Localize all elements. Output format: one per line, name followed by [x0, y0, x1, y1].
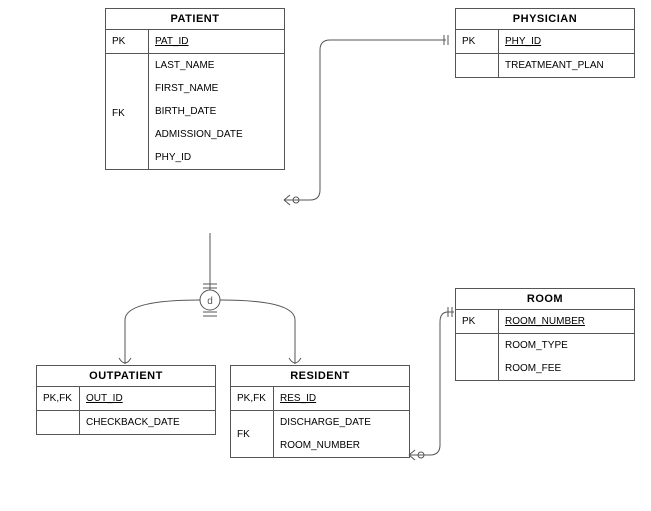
key-cell: [231, 411, 273, 423]
attr-cell: TREATMEANT_PLAN: [499, 54, 634, 77]
attr-cell: DISCHARGE_DATE: [274, 411, 409, 434]
attr-cell: BIRTH_DATE: [149, 100, 284, 123]
inheritance-symbol: d: [207, 296, 213, 307]
edge-inh-outpatient: [125, 300, 200, 364]
pk-header: PK,FK: [231, 387, 273, 411]
entity-header-row: PK,FK RES_ID: [231, 387, 409, 411]
key-cell: [106, 54, 148, 66]
pk-attr: ROOM_NUMBER: [499, 310, 634, 334]
entity-attrs: TREATMEANT_PLAN: [456, 54, 634, 77]
key-cell: [106, 66, 148, 78]
pk-header: PK: [456, 310, 498, 334]
attr-cell: LAST_NAME: [149, 54, 284, 77]
pk-header: PK: [106, 30, 148, 54]
edge-resident-room: [409, 312, 454, 455]
pk-attr: PAT_ID: [149, 30, 284, 54]
key-cell: [37, 411, 79, 423]
entity-header-row: PK ROOM_NUMBER: [456, 310, 634, 334]
key-cell: FK: [231, 423, 273, 446]
key-cell: FK: [106, 102, 148, 125]
key-cell: [106, 78, 148, 90]
entity-room: ROOM PK ROOM_NUMBER ROOM_TYPE ROOM_FEE: [455, 288, 635, 381]
pk-header: PK: [456, 30, 498, 54]
entity-attrs: CHECKBACK_DATE: [37, 411, 215, 434]
key-cell: [456, 334, 498, 346]
attr-cell: ROOM_NUMBER: [274, 434, 409, 457]
entity-resident: RESIDENT PK,FK RES_ID FK DISCHARGE_DATE …: [230, 365, 410, 458]
key-cell: [456, 54, 498, 66]
entity-outpatient: OUTPATIENT PK,FK OUT_ID CHECKBACK_DATE: [36, 365, 216, 435]
pk-attr: PHY_ID: [499, 30, 634, 54]
pk-header: PK,FK: [37, 387, 79, 411]
entity-physician: PHYSICIAN PK PHY_ID TREATMEANT_PLAN: [455, 8, 635, 78]
entity-title: OUTPATIENT: [37, 366, 215, 387]
attr-cell: CHECKBACK_DATE: [80, 411, 215, 434]
attr-cell: PHY_ID: [149, 146, 284, 169]
entity-title: PATIENT: [106, 9, 284, 30]
attr-cell: FIRST_NAME: [149, 77, 284, 100]
attr-cell: ROOM_FEE: [499, 357, 634, 380]
attr-cell: ADMISSION_DATE: [149, 123, 284, 146]
edge-patient-physician: [284, 40, 446, 200]
entity-patient: PATIENT PK PAT_ID FK LAST_NAME FIRST_NAM…: [105, 8, 285, 170]
entity-title: RESIDENT: [231, 366, 409, 387]
entity-attrs: FK DISCHARGE_DATE ROOM_NUMBER: [231, 411, 409, 457]
entity-header-row: PK PAT_ID: [106, 30, 284, 54]
entity-header-row: PK,FK OUT_ID: [37, 387, 215, 411]
entity-header-row: PK PHY_ID: [456, 30, 634, 54]
entity-title: PHYSICIAN: [456, 9, 634, 30]
pk-attr: OUT_ID: [80, 387, 215, 411]
attr-cell: ROOM_TYPE: [499, 334, 634, 357]
edge-inh-resident: [220, 300, 295, 364]
entity-title: ROOM: [456, 289, 634, 310]
key-cell: [456, 346, 498, 358]
entity-attrs: FK LAST_NAME FIRST_NAME BIRTH_DATE ADMIS…: [106, 54, 284, 169]
pk-attr: RES_ID: [274, 387, 409, 411]
key-cell: [106, 90, 148, 102]
entity-attrs: ROOM_TYPE ROOM_FEE: [456, 334, 634, 380]
